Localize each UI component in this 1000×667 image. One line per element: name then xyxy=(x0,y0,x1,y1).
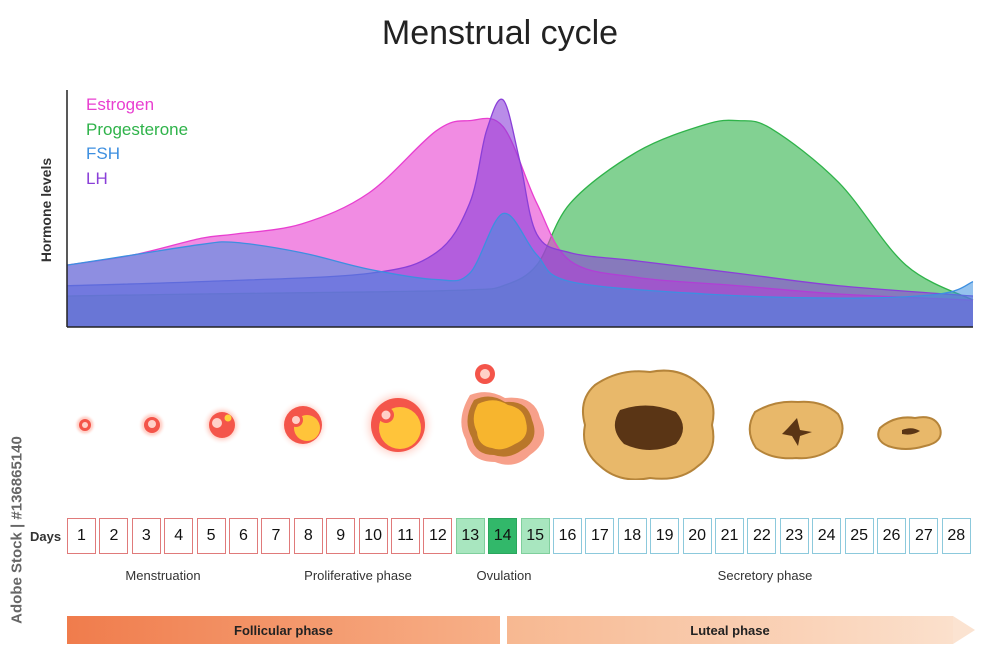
corpus-albicans xyxy=(877,416,942,450)
day-cell: 7 xyxy=(261,518,291,554)
day-cell: 3 xyxy=(131,518,161,554)
legend-estrogen: Estrogen xyxy=(86,95,155,114)
day-cell: 12 xyxy=(423,518,453,554)
page-title: Menstrual cycle xyxy=(381,14,619,52)
day-cell: 24 xyxy=(812,518,842,554)
luteal-phase-label: Luteal phase xyxy=(690,622,770,638)
day-cell: 20 xyxy=(682,518,712,554)
follicular-phase-label: Follicular phase xyxy=(234,622,333,638)
day-cell: 23 xyxy=(779,518,809,554)
legend-progesterone: Progesterone xyxy=(86,119,189,139)
day-cell: 21 xyxy=(715,518,744,554)
day-cell: 10 xyxy=(358,518,388,554)
day-cell: 6 xyxy=(229,518,258,554)
legend-lh: LH xyxy=(86,168,108,188)
follicle-stage-4 xyxy=(277,399,329,451)
follicle-stage-2 xyxy=(138,411,166,439)
legend-fsh: FSH xyxy=(86,144,120,163)
day-cell: 13 xyxy=(455,518,485,554)
day-cell: 25 xyxy=(844,518,874,554)
phase-menstruation: Menstruation xyxy=(125,568,201,583)
luteal-arrow-head xyxy=(953,616,975,644)
corpus-luteum xyxy=(582,369,715,480)
day-cell: 4 xyxy=(164,518,194,554)
hormone-chart xyxy=(66,90,974,328)
days-label: Days xyxy=(30,529,62,544)
day-cell: 28 xyxy=(941,518,971,554)
day-cell: 11 xyxy=(391,518,420,554)
ovarian-follicle-stages xyxy=(74,364,942,480)
chart-legend: Estrogen Progesterone FSH LH xyxy=(86,93,188,191)
day-cell: 1 xyxy=(67,518,96,554)
day-cell: 16 xyxy=(553,518,582,554)
luteal-phase-bar: Luteal phase xyxy=(507,616,953,644)
day-cell: 5 xyxy=(196,518,226,554)
area-fsh xyxy=(67,213,973,327)
follicle-stage-5 xyxy=(360,387,436,463)
day-cell: 17 xyxy=(585,518,615,554)
day-cell: 22 xyxy=(747,518,777,554)
day-cell: 2 xyxy=(99,518,129,554)
follicle-stage-3 xyxy=(202,405,242,445)
day-cell: 19 xyxy=(650,518,680,554)
ovulation-rupture xyxy=(461,364,545,465)
day-cell: 9 xyxy=(326,518,356,554)
phase-proliferative: Proliferative phase xyxy=(304,568,412,583)
day-cell: 26 xyxy=(877,518,906,554)
follicle-stage-1 xyxy=(74,414,96,436)
day-cell: 18 xyxy=(617,518,647,554)
day-cell: 27 xyxy=(909,518,939,554)
area-lh xyxy=(67,99,973,327)
day-cell: 8 xyxy=(293,518,323,554)
follicular-phase-bar: Follicular phase xyxy=(67,616,500,644)
stock-id-watermark: Adobe Stock | #136865140 xyxy=(8,436,26,624)
day-cell: 15 xyxy=(520,518,550,554)
phase-secretory: Secretory phase xyxy=(717,568,813,583)
corpus-luteum-regressing xyxy=(748,400,844,460)
day-cell: 14 xyxy=(488,518,518,554)
phase-ovulation: Ovulation xyxy=(476,568,532,583)
line-fsh xyxy=(66,212,974,299)
